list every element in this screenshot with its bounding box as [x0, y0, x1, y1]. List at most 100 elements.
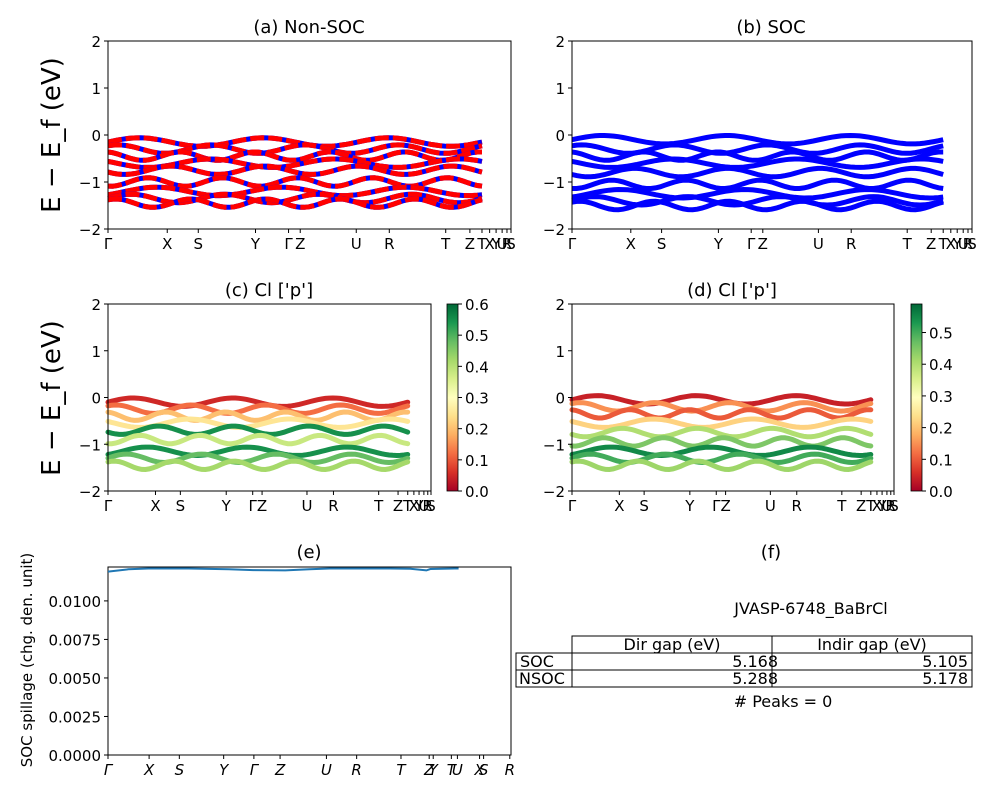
- colorbar-d-tick-label: 0.3: [929, 388, 953, 406]
- panel-a-xtick-label: Y: [491, 235, 502, 253]
- colorbar-c-tick-label: 0.0: [465, 483, 489, 501]
- spillage-line: [107, 567, 459, 573]
- band-line: [571, 186, 944, 201]
- colorbar-d-tick-label: 0.2: [929, 420, 953, 438]
- panel-e-xtick-label: S: [175, 761, 185, 779]
- panel-d-xtick-label: Z: [856, 497, 866, 515]
- panel-e-xtick-label: U: [452, 761, 463, 779]
- panel-a-xtick-label: S: [194, 235, 204, 253]
- band-line: [571, 149, 944, 163]
- panel-b-ytick-label: 2: [555, 33, 565, 51]
- panel-a-ytick-label: −1: [79, 174, 101, 192]
- panel-d-bands: [569, 393, 874, 473]
- panel-d-xtick-label: Z: [720, 497, 730, 515]
- colorbar-c-tick-label: 0.4: [465, 358, 489, 376]
- colorbar-d: [910, 303, 923, 492]
- panel-b-xtick-label: T: [902, 235, 913, 253]
- panel-b-xtick-label: S: [967, 235, 977, 253]
- panel-e-xtick-label: T: [396, 761, 407, 779]
- panel-c-ylabel: E − E_f (eV): [37, 320, 67, 476]
- band-line-red: [107, 163, 483, 177]
- table-row-soc-dir: 5.168: [732, 652, 778, 671]
- panel-a-xtick-label: Z: [295, 235, 305, 253]
- band-line: [571, 142, 944, 156]
- panel-e-xtick-label: R: [351, 761, 361, 779]
- panel-c-ytick-label: −1: [79, 436, 101, 454]
- table-header-indir: Indir gap (eV): [817, 635, 927, 654]
- panel-d-xtick-label: R: [792, 497, 802, 515]
- panel-b-xtick-label: S: [657, 235, 667, 253]
- table-header-dir: Dir gap (eV): [624, 635, 721, 654]
- panel-b-xtick-label: R: [963, 235, 973, 253]
- gap-table: JVASP-6748_BaBrCl Dir gap (eV) Indir gap…: [515, 599, 973, 711]
- panel-a-xtick-label: Y: [250, 235, 261, 253]
- panel-a-ytick-label: 1: [91, 80, 101, 98]
- panel-f-title: (f): [761, 542, 781, 563]
- colorbar-c-tick-label: 0.5: [465, 327, 489, 345]
- panel-a-xtick-label: U: [351, 235, 362, 253]
- panel-b-bands: [571, 132, 944, 213]
- panel-b-xtick-label: Z: [758, 235, 768, 253]
- table-subtitle: JVASP-6748_BaBrCl: [733, 599, 887, 619]
- panel-c-xtick-label: Y: [221, 497, 232, 515]
- panel-a-ylabel: E − E_f (eV): [37, 57, 67, 213]
- panel-d-xtick-label: U: [765, 497, 776, 515]
- panel-a-ytick-label: 0: [91, 127, 101, 145]
- panel-e-ylabel: SOC spillage (chg. den. unit): [18, 553, 36, 768]
- table-row-nsoc-label: NSOC: [519, 669, 565, 688]
- panel-d-ytick-label: −1: [543, 436, 565, 454]
- panel-b-frame: [571, 40, 973, 230]
- panel-a-xtick-label: X: [162, 235, 172, 253]
- panel-b-xtick-label: T: [938, 235, 949, 253]
- band-line: [572, 177, 944, 191]
- panel-a-xtick-label: R: [502, 235, 512, 253]
- panel-e-frame: [107, 566, 512, 756]
- panel-b-xtick-label: U: [813, 235, 824, 253]
- panel-a-xtick-label: Z: [465, 235, 475, 253]
- band-line-red: [107, 175, 483, 189]
- panel-b-ytick-label: 1: [555, 80, 565, 98]
- colorbar-d-tick-label: 0.0: [929, 483, 953, 501]
- panel-e-xtick-label: X: [473, 761, 485, 779]
- panel-a-xtick-label: U: [497, 235, 508, 253]
- projected-band: [105, 451, 411, 466]
- projected-band: [105, 432, 411, 447]
- panel-e-xtick-label: Z: [423, 761, 435, 779]
- panel-c-xtick-label: X: [409, 497, 419, 515]
- projected-band: [569, 444, 874, 459]
- panel-e-xtick-label: R: [505, 761, 515, 779]
- panel-b-ytick-label: 0: [555, 127, 565, 145]
- panel-a-xtick-label: T: [476, 235, 487, 253]
- panel-d-xtick-label: T: [836, 497, 847, 515]
- panel-b-xtick-label: X: [626, 235, 636, 253]
- panel-d-ytick-label: 2: [555, 296, 565, 314]
- projected-band: [569, 400, 874, 414]
- panel-b-xtick-label: Y: [952, 235, 963, 253]
- panel-d-xtick-label: S: [639, 497, 649, 515]
- panel-a-xtick-label: S: [506, 235, 516, 253]
- panel-c-xtick-label: U: [301, 497, 312, 515]
- band-line-red: [107, 135, 483, 149]
- panel-e-ytick-label: 0.0050: [49, 670, 102, 688]
- panel-d-xtick-label: S: [889, 497, 899, 515]
- projected-band: [569, 425, 874, 440]
- band-line-red: [107, 184, 483, 199]
- band-line-red: [107, 149, 482, 163]
- panel-c-xtick-label: T: [373, 497, 384, 515]
- panel-b-xtick-label: U: [958, 235, 969, 253]
- table-row-nsoc-indir: 5.178: [922, 669, 968, 688]
- panel-c-xtick-label: T: [402, 497, 413, 515]
- projected-band: [569, 451, 874, 466]
- projected-band: [105, 402, 411, 416]
- panel-c-xtick-label: R: [423, 497, 433, 515]
- projected-band: [105, 409, 411, 423]
- panel-e-xtick-label: Γ: [250, 761, 260, 779]
- colorbar-d-tick-label: 0.1: [929, 451, 953, 469]
- panel-c-bands: [105, 395, 411, 473]
- panel-d-xtick-label: Y: [684, 497, 695, 515]
- table-row-soc-label: SOC: [520, 652, 554, 671]
- panel-a-xtick-label: X: [485, 235, 495, 253]
- panel-e-xtick-label: Γ: [104, 761, 114, 779]
- panel-d-ytick-label: 1: [555, 343, 565, 361]
- panel-a-xtick-label: R: [384, 235, 394, 253]
